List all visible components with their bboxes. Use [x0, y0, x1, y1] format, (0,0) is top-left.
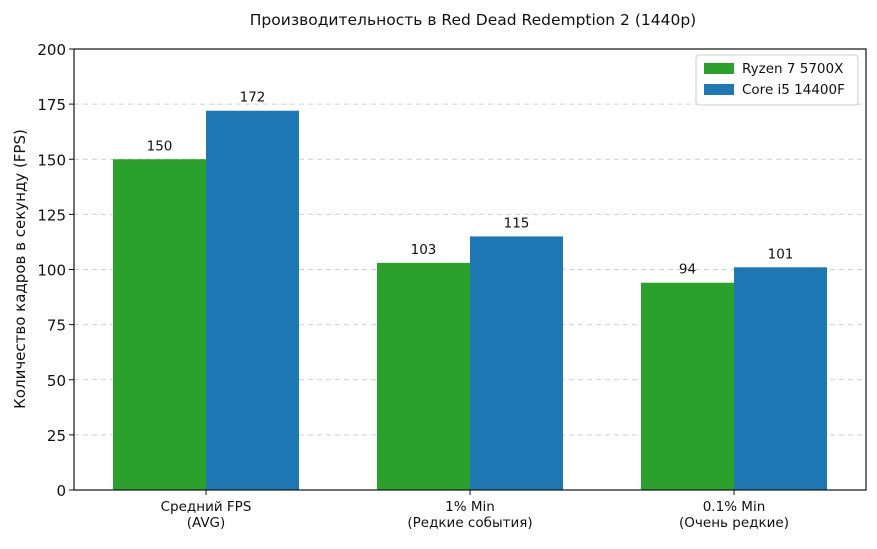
- legend: Ryzen 7 5700X Core i5 14400F: [695, 54, 859, 106]
- legend-label-0: Ryzen 7 5700X: [742, 61, 843, 77]
- data-label: 150: [147, 138, 173, 154]
- bars-layer: [113, 110, 827, 491]
- data-label: 172: [240, 90, 266, 106]
- data-label: 115: [504, 215, 530, 231]
- legend-swatch-0: [704, 63, 734, 74]
- y-tick-label: 125: [37, 206, 66, 224]
- y-axis-label: Количество кадров в секунду (FPS): [11, 129, 29, 409]
- x-tick-label: 1% Min: [445, 499, 495, 515]
- axes-layer: 0 25 50 75 100 125 150 175 200 Средний FPS(AVG) 1%…: [37, 41, 867, 531]
- bar-1-1: [470, 236, 563, 490]
- y-tick-label: 175: [37, 96, 66, 114]
- x-tick-label: 0.1% Min: [703, 499, 766, 515]
- data-label: 103: [411, 242, 437, 258]
- bar-1-0: [206, 110, 299, 491]
- data-label: 101: [768, 246, 794, 262]
- plot-frame: [73, 48, 867, 491]
- y-tick-label: 100: [37, 262, 66, 280]
- x-tick-label: (Редкие события): [407, 515, 532, 531]
- data-labels-layer: 150 172 103 115 94 101: [147, 90, 794, 278]
- bar-0-2: [641, 282, 734, 490]
- legend-box: [695, 54, 859, 106]
- legend-swatch-1: [704, 84, 734, 95]
- y-tick-label: 75: [47, 317, 66, 335]
- y-tick-label: 150: [37, 151, 66, 169]
- y-tick-label: 50: [47, 372, 66, 390]
- x-tick-label: Средний FPS: [161, 499, 252, 515]
- bar-0-1: [377, 262, 470, 490]
- x-tick-label: (Очень редкие): [679, 515, 789, 531]
- data-label: 94: [679, 262, 696, 278]
- bar-1-2: [734, 267, 827, 490]
- y-tick-label: 200: [37, 41, 66, 59]
- bar-0-0: [113, 159, 206, 490]
- legend-label-1: Core i5 14400F: [742, 82, 845, 98]
- x-tick-label: (AVG): [187, 515, 226, 531]
- y-tick-label: 0: [56, 482, 66, 500]
- y-tick-label: 25: [47, 427, 66, 445]
- chart-title: Производительность в Red Dead Redemption…: [250, 11, 696, 29]
